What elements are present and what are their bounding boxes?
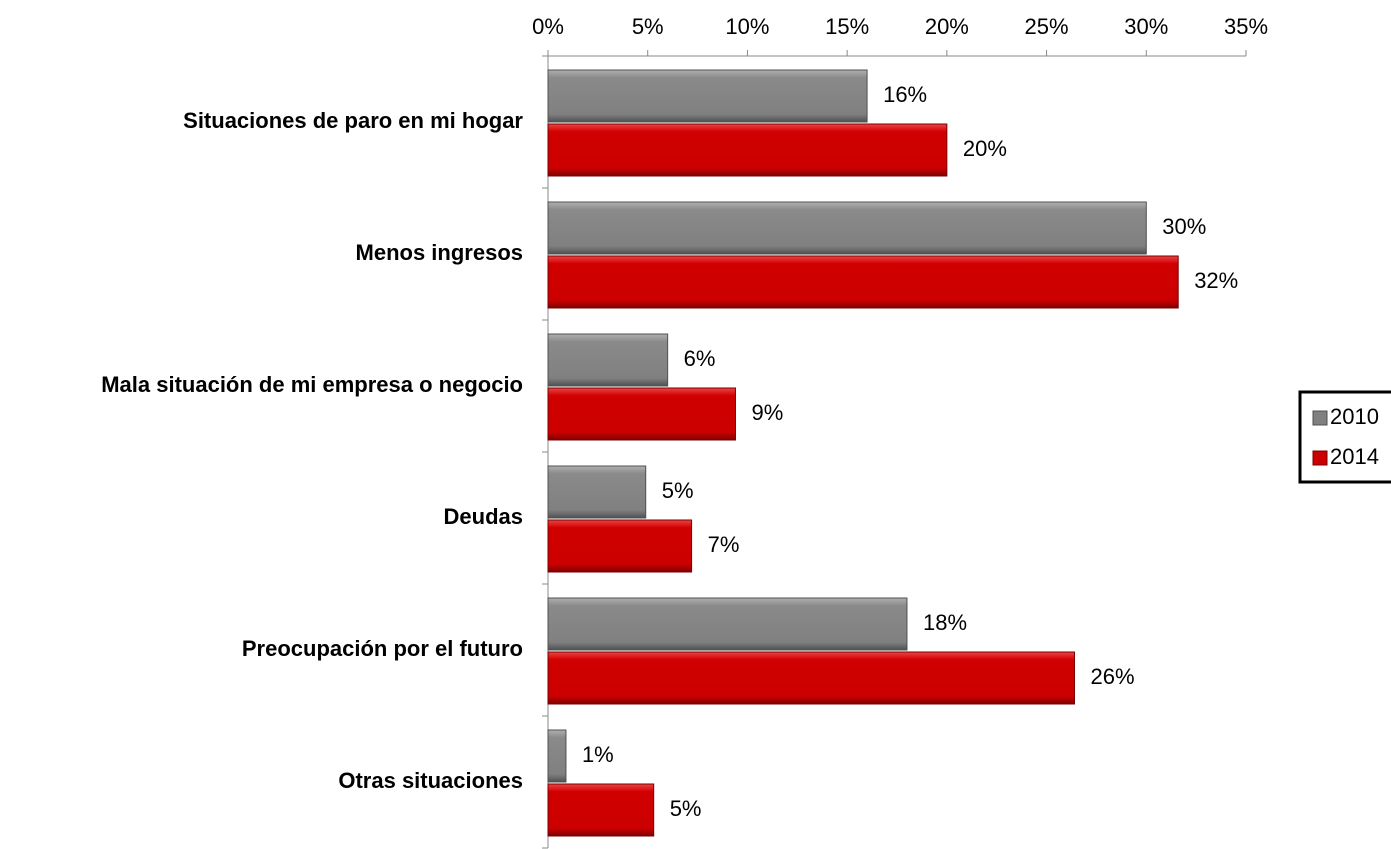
value-label: 30% bbox=[1162, 214, 1206, 239]
value-label: 5% bbox=[662, 478, 694, 503]
value-label: 1% bbox=[582, 742, 614, 767]
legend-swatch bbox=[1312, 410, 1328, 426]
x-tick-label: 20% bbox=[925, 14, 969, 39]
bar bbox=[547, 201, 1147, 255]
value-label: 5% bbox=[670, 796, 702, 821]
value-label: 6% bbox=[684, 346, 716, 371]
x-tick-label: 10% bbox=[725, 14, 769, 39]
bar bbox=[547, 729, 567, 783]
bar bbox=[547, 333, 669, 387]
value-label: 26% bbox=[1090, 664, 1134, 689]
value-label: 9% bbox=[751, 400, 783, 425]
value-label: 16% bbox=[883, 82, 927, 107]
x-tick-label: 25% bbox=[1025, 14, 1069, 39]
x-tick-label: 30% bbox=[1124, 14, 1168, 39]
category-label: Situaciones de paro en mi hogar bbox=[183, 108, 523, 133]
bar bbox=[547, 651, 1075, 705]
bar bbox=[547, 519, 693, 573]
bar bbox=[547, 783, 655, 837]
category-label: Deudas bbox=[444, 504, 523, 529]
bar bbox=[547, 387, 736, 441]
value-label: 32% bbox=[1194, 268, 1238, 293]
category-label: Otras situaciones bbox=[338, 768, 523, 793]
value-label: 20% bbox=[963, 136, 1007, 161]
bar bbox=[547, 69, 868, 123]
legend-label: 2010 bbox=[1330, 404, 1379, 429]
category-label: Menos ingresos bbox=[356, 240, 523, 265]
legend-box bbox=[1298, 390, 1391, 484]
legend-swatch bbox=[1312, 450, 1328, 466]
x-tick-label: 15% bbox=[825, 14, 869, 39]
bar bbox=[547, 255, 1179, 309]
x-tick-label: 5% bbox=[632, 14, 664, 39]
x-tick-label: 35% bbox=[1224, 14, 1268, 39]
bar bbox=[547, 123, 948, 177]
category-label: Preocupación por el futuro bbox=[242, 636, 523, 661]
category-label: Mala situación de mi empresa o negocio bbox=[101, 372, 523, 397]
value-label: 18% bbox=[923, 610, 967, 635]
x-tick-label: 0% bbox=[532, 14, 564, 39]
bar bbox=[547, 465, 647, 519]
bar bbox=[547, 597, 908, 651]
legend-label: 2014 bbox=[1330, 444, 1379, 469]
value-label: 7% bbox=[708, 532, 740, 557]
